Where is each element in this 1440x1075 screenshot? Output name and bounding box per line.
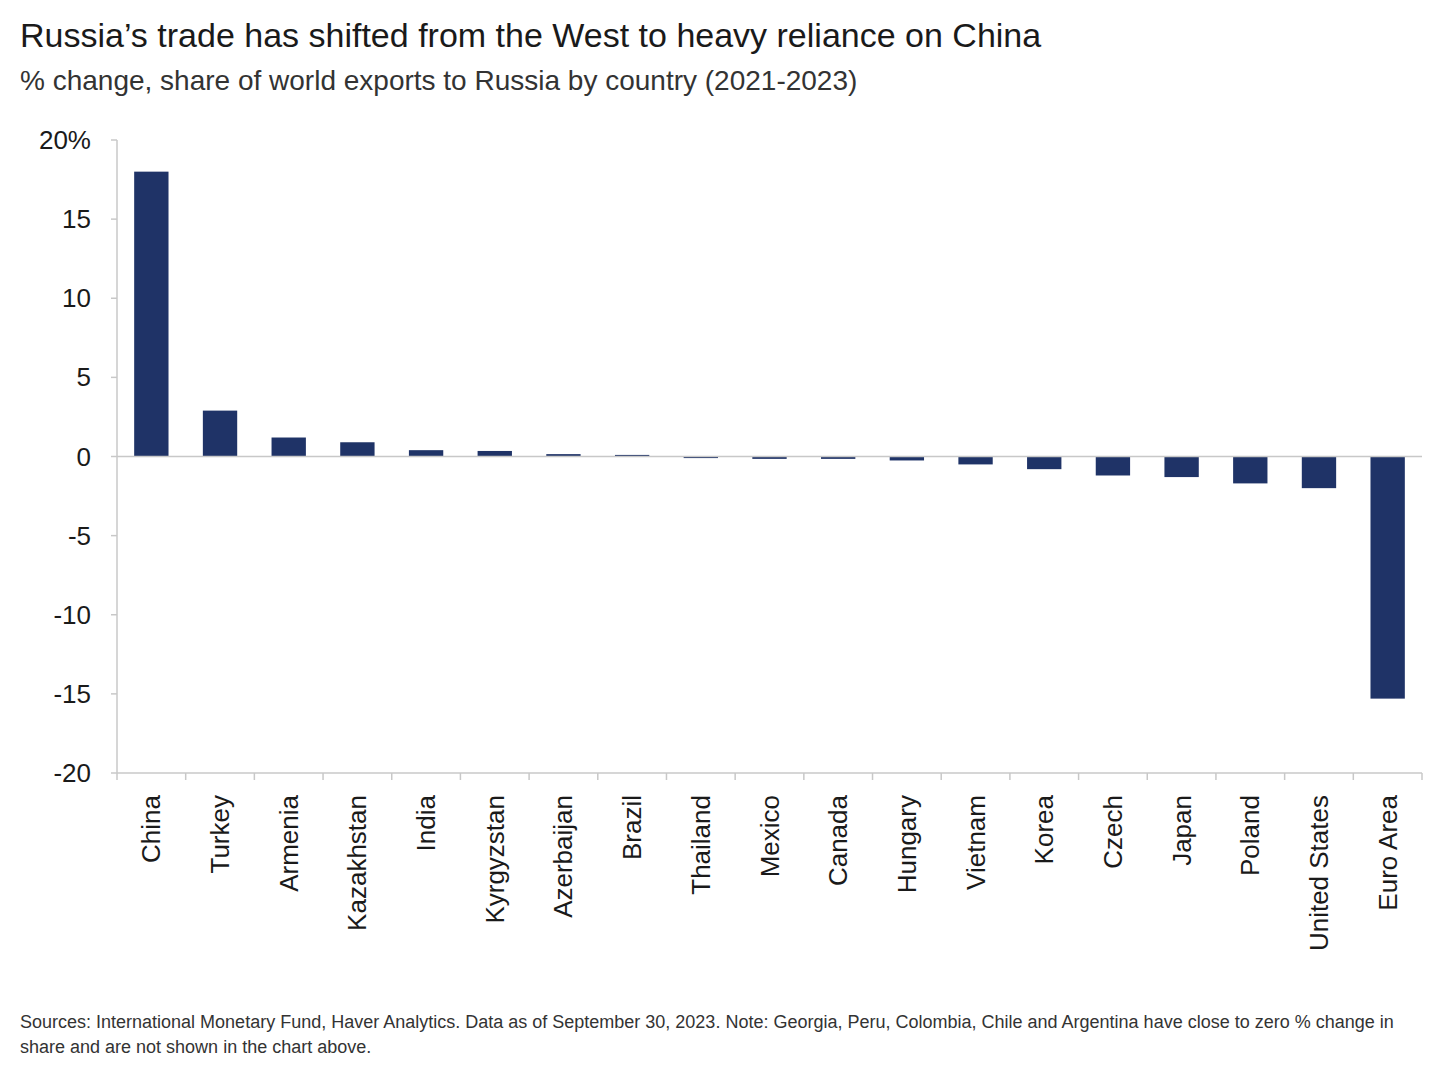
x-tick-label: Brazil — [617, 795, 647, 860]
subtitle: % change, share of world exports to Russ… — [20, 65, 857, 96]
x-tick — [528, 773, 530, 780]
y-tick-label: -10 — [53, 600, 91, 630]
y-tick-label: 5 — [77, 362, 91, 392]
x-tick-label: Canada — [823, 794, 853, 886]
title: Russia’s trade has shifted from the West… — [20, 16, 1041, 54]
chart: Russia’s trade has shifted from the West… — [0, 0, 1440, 1075]
x-tick-label: Thailand — [686, 795, 716, 895]
x-tick-label: Azerbaijan — [548, 795, 578, 918]
bar — [134, 172, 168, 457]
x-tick-label: Kazakhstan — [342, 795, 372, 931]
x-tick — [1147, 773, 1149, 780]
x-tick-label: Euro Area — [1373, 794, 1403, 910]
x-tick — [803, 773, 805, 780]
y-tick-label: 20% — [39, 125, 91, 155]
x-tick-label: Vietnam — [961, 795, 991, 890]
y-tick — [111, 614, 117, 616]
bar — [1096, 457, 1130, 476]
source-note: Sources: International Monetary Fund, Ha… — [20, 1010, 1420, 1060]
y-tick-label: 10 — [62, 283, 91, 313]
bars — [134, 172, 1405, 699]
y-tick — [111, 377, 117, 379]
x-tick-label: Korea — [1029, 794, 1059, 864]
x-tick-label: Czech — [1098, 795, 1128, 869]
bar — [1164, 457, 1198, 478]
bar — [958, 457, 992, 465]
y-tick — [111, 139, 117, 141]
x-tick-label: China — [136, 794, 166, 862]
x-tick — [1078, 773, 1080, 780]
x-tick-label: Hungary — [892, 795, 922, 893]
y-tick-label: -5 — [68, 521, 91, 551]
x-axis — [117, 772, 1422, 774]
x-tick-label: Mexico — [755, 795, 785, 877]
y-tick-label: -15 — [53, 679, 91, 709]
x-tick — [1009, 773, 1011, 780]
x-tick — [872, 773, 874, 780]
bar — [1302, 457, 1336, 489]
x-tick — [1353, 773, 1355, 780]
x-tick — [666, 773, 668, 780]
bar — [478, 451, 512, 457]
bar — [409, 450, 443, 456]
x-tick — [734, 773, 736, 780]
x-tick-label: Japan — [1167, 795, 1197, 866]
x-tick-label: Turkey — [205, 795, 235, 874]
bar — [1027, 457, 1061, 470]
bar — [340, 442, 374, 456]
x-tick — [391, 773, 393, 780]
x-tick — [116, 773, 118, 780]
y-tick — [111, 535, 117, 537]
y-tick — [111, 218, 117, 220]
y-tick-label: -20 — [53, 758, 91, 788]
bar — [203, 411, 237, 457]
y-tick — [111, 693, 117, 695]
x-tick-label: Poland — [1235, 795, 1265, 876]
y-tick — [111, 772, 117, 774]
x-tick — [322, 773, 324, 780]
x-tick — [1421, 773, 1423, 780]
x-tick-label: India — [411, 794, 441, 851]
x-tick — [940, 773, 942, 780]
x-tick — [460, 773, 462, 780]
x-tick — [597, 773, 599, 780]
x-tick-label: Armenia — [274, 794, 304, 891]
y-tick-label: 15 — [62, 204, 91, 234]
zero-line — [117, 456, 1422, 458]
y-tick-label: 0 — [77, 442, 91, 472]
y-tick — [111, 298, 117, 300]
bar — [1233, 457, 1267, 484]
x-tick — [1284, 773, 1286, 780]
x-tick — [254, 773, 256, 780]
x-tick — [185, 773, 187, 780]
x-tick — [1215, 773, 1217, 780]
bar — [1370, 457, 1404, 699]
x-tick-label: United States — [1304, 795, 1334, 951]
y-tick — [111, 456, 117, 458]
bar — [272, 438, 306, 457]
x-tick-label: Kyrgyzstan — [480, 795, 510, 924]
